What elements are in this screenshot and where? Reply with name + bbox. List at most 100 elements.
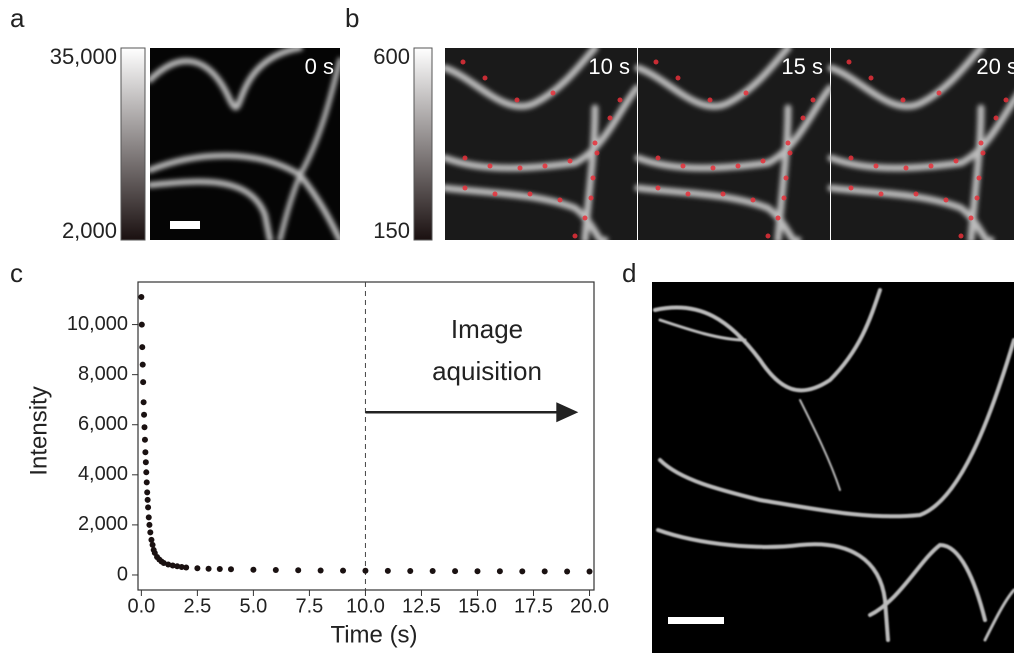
figure: a 35,000 2,000 0 s b 600 150 10 s 15 s 2…	[0, 0, 1014, 653]
point	[452, 568, 458, 574]
localization	[483, 76, 488, 81]
point	[318, 567, 324, 573]
localization	[801, 116, 806, 121]
colorbar-max: 600	[373, 44, 410, 69]
time-label: 15 s	[781, 54, 823, 79]
point	[362, 568, 368, 574]
point	[407, 568, 413, 574]
point	[139, 322, 145, 328]
localization	[776, 216, 781, 221]
localization	[1004, 98, 1009, 103]
localization	[518, 166, 523, 171]
annotation: aquisition	[432, 356, 542, 386]
point	[141, 424, 147, 430]
localization	[786, 141, 791, 146]
localization	[463, 186, 468, 191]
point	[138, 294, 144, 300]
point	[144, 479, 150, 485]
localization	[879, 192, 884, 197]
point	[146, 522, 152, 528]
time-label: 20 s	[976, 54, 1014, 79]
y-tick-label: 0	[117, 563, 128, 585]
localization	[583, 216, 588, 221]
colorbar-max: 35,000	[50, 44, 117, 69]
scale-bar	[170, 221, 200, 229]
y-tick-label: 8,000	[78, 363, 128, 385]
localization	[595, 151, 600, 156]
localization	[969, 216, 974, 221]
annotation: Image	[451, 314, 523, 344]
localization	[463, 156, 468, 161]
localization	[849, 156, 854, 161]
point	[497, 568, 503, 574]
localization	[708, 98, 713, 103]
localization	[979, 141, 984, 146]
point	[142, 449, 148, 455]
localization	[751, 198, 756, 203]
plot-frame	[138, 282, 594, 590]
point	[228, 566, 234, 572]
localization	[736, 164, 741, 169]
point	[145, 504, 151, 510]
y-tick-label: 6,000	[78, 413, 128, 435]
localization	[573, 234, 578, 239]
panel-label: a	[10, 3, 25, 33]
localization	[744, 91, 749, 96]
scale-bar	[668, 617, 724, 624]
localization	[904, 166, 909, 171]
point	[295, 567, 301, 573]
x-tick-label: 20.0	[570, 595, 609, 617]
point	[194, 565, 200, 571]
localization	[929, 164, 934, 169]
localization	[784, 176, 789, 181]
localization	[788, 151, 793, 156]
point	[148, 537, 154, 543]
localization	[676, 76, 681, 81]
y-tick-label: 10,000	[67, 313, 128, 335]
panel-label: c	[10, 258, 23, 288]
time-label: 10 s	[588, 54, 630, 79]
localization	[721, 192, 726, 197]
localization	[493, 192, 498, 197]
localization	[981, 151, 986, 156]
x-axis-label: Time (s)	[330, 621, 417, 648]
point	[143, 459, 149, 465]
x-tick-label: 17.5	[514, 595, 553, 617]
point	[564, 568, 570, 574]
localization	[761, 159, 766, 164]
localization	[488, 164, 493, 169]
localization	[528, 192, 533, 197]
localization	[711, 166, 716, 171]
point	[385, 568, 391, 574]
localization	[618, 98, 623, 103]
localization	[869, 76, 874, 81]
x-tick-label: 15.0	[458, 595, 497, 617]
x-tick-label: 7.5	[296, 595, 324, 617]
point	[150, 542, 156, 548]
localization	[994, 116, 999, 121]
time-label: 0 s	[305, 54, 334, 79]
point	[145, 497, 151, 503]
localization	[593, 141, 598, 146]
x-tick-label: 5.0	[239, 595, 267, 617]
point	[542, 568, 548, 574]
point	[519, 568, 525, 574]
point	[273, 567, 279, 573]
x-tick-label: 2.5	[183, 595, 211, 617]
localization	[515, 98, 520, 103]
panel-label: b	[345, 3, 359, 33]
localization	[944, 198, 949, 203]
localization	[654, 60, 659, 65]
localization	[589, 196, 594, 201]
point	[142, 437, 148, 443]
point	[141, 399, 147, 405]
point	[144, 489, 150, 495]
point	[206, 566, 212, 572]
localization	[461, 60, 466, 65]
localization	[656, 186, 661, 191]
point	[146, 514, 152, 520]
colorbar-min: 150	[373, 218, 410, 243]
localization	[558, 198, 563, 203]
y-axis-label: Intensity	[25, 386, 52, 475]
x-tick-label: 0.0	[127, 595, 155, 617]
